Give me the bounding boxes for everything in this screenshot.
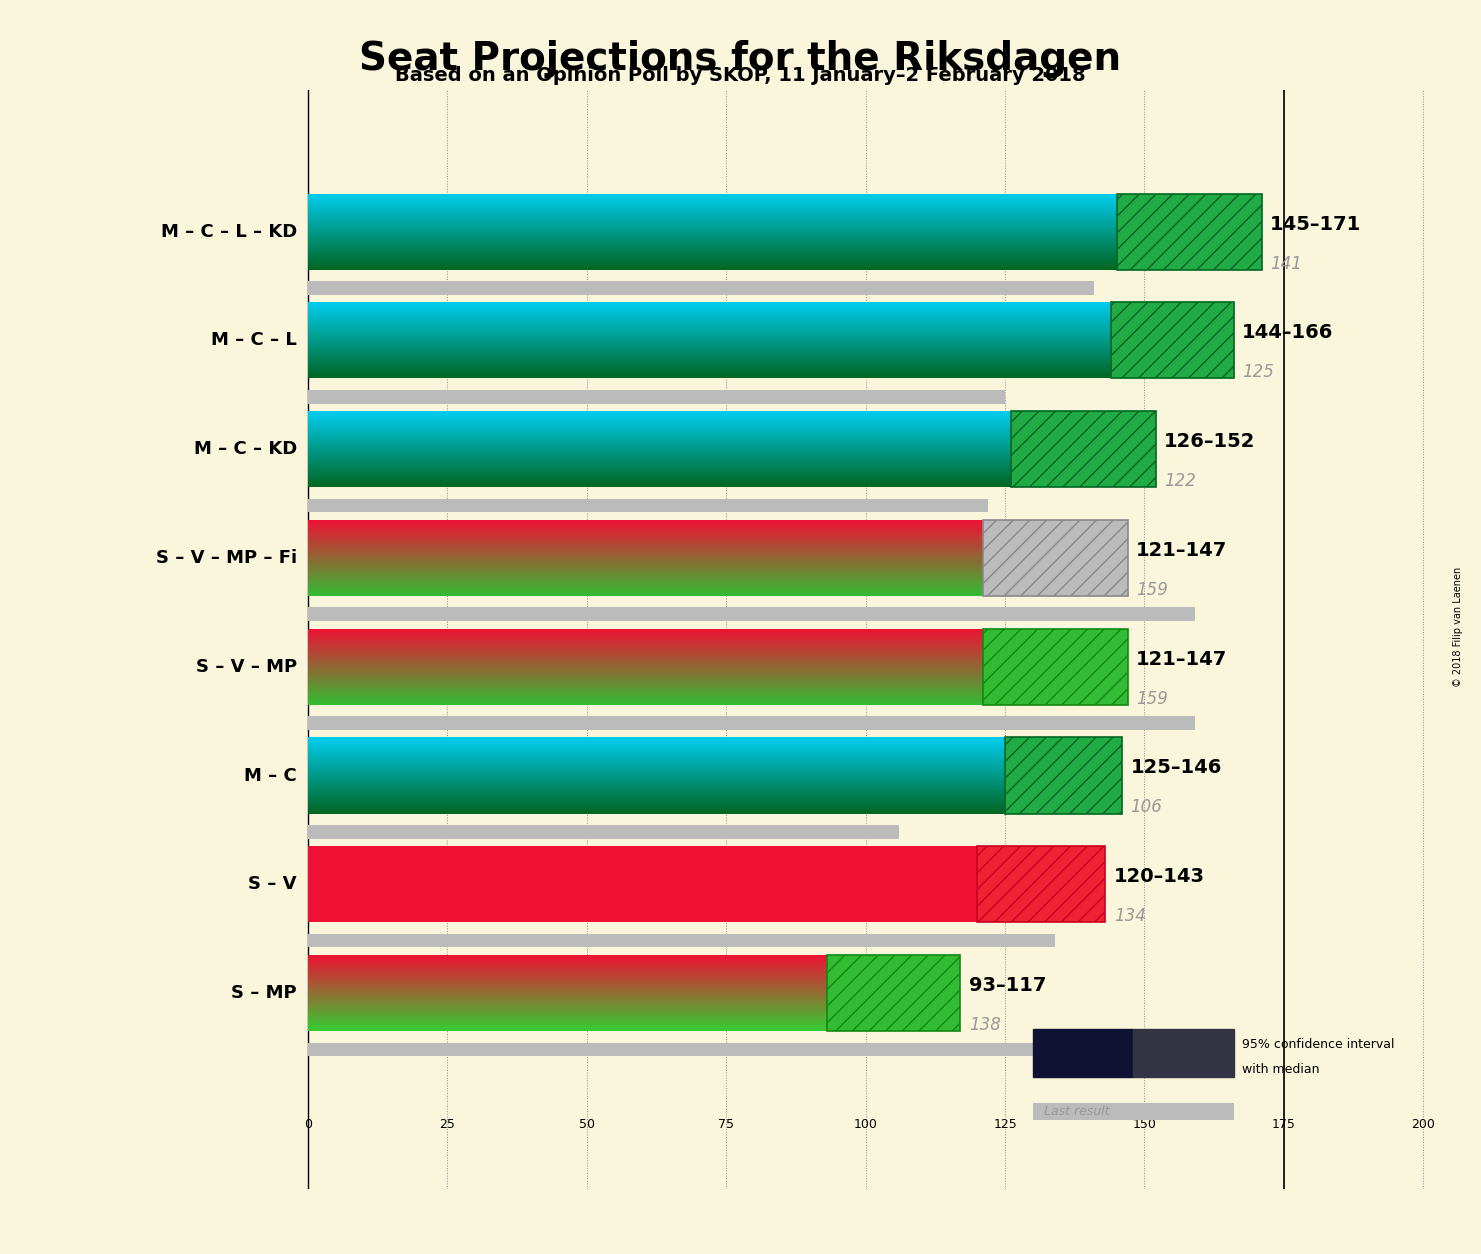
Text: M – C – KD: M – C – KD: [194, 440, 296, 458]
Text: 120–143: 120–143: [1114, 868, 1206, 887]
Text: 50: 50: [579, 1119, 595, 1131]
Text: 200: 200: [1411, 1119, 1435, 1131]
Text: 145–171: 145–171: [1269, 214, 1361, 233]
Text: 159: 159: [1136, 581, 1169, 599]
Text: M – C – L – KD: M – C – L – KD: [160, 223, 296, 241]
Text: 159: 159: [1136, 690, 1169, 707]
Text: 126–152: 126–152: [1164, 433, 1256, 451]
Text: 150: 150: [1133, 1119, 1157, 1131]
Bar: [1032, 1104, 1234, 1120]
Text: 134: 134: [1114, 907, 1146, 925]
Text: © 2018 Filip van Laenen: © 2018 Filip van Laenen: [1453, 567, 1463, 687]
Text: 122: 122: [1164, 473, 1195, 490]
Text: 25: 25: [440, 1119, 455, 1131]
Text: Seat Projections for the Riksdagen: Seat Projections for the Riksdagen: [360, 40, 1121, 78]
Text: S – V – MP: S – V – MP: [195, 658, 296, 676]
Text: Based on an Opinion Poll by SKOP, 11 January–2 February 2018: Based on an Opinion Poll by SKOP, 11 Jan…: [395, 66, 1086, 85]
Bar: [1133, 1030, 1234, 1077]
Bar: [308, 390, 1006, 404]
Bar: [308, 825, 899, 839]
Text: 75: 75: [718, 1119, 735, 1131]
Bar: [1032, 1030, 1133, 1077]
Text: 121–147: 121–147: [1136, 650, 1228, 668]
Bar: [308, 281, 1094, 295]
Text: M – C – L: M – C – L: [212, 331, 296, 350]
Text: with median: with median: [1243, 1062, 1320, 1076]
Text: 138: 138: [969, 1016, 1001, 1035]
Text: 95% confidence interval: 95% confidence interval: [1243, 1037, 1395, 1051]
Bar: [983, 520, 1127, 596]
Text: 125: 125: [994, 1119, 1017, 1131]
Bar: [983, 628, 1127, 705]
Text: S – V – MP – Fi: S – V – MP – Fi: [156, 549, 296, 567]
Bar: [308, 607, 1195, 621]
Text: 100: 100: [853, 1119, 878, 1131]
Bar: [308, 499, 988, 513]
Text: 144–166: 144–166: [1243, 324, 1333, 342]
Text: S – MP: S – MP: [231, 984, 296, 1002]
Text: S – V: S – V: [249, 875, 296, 893]
Bar: [1117, 193, 1262, 270]
Text: 125: 125: [1243, 364, 1274, 381]
Text: 175: 175: [1272, 1119, 1296, 1131]
Text: 93–117: 93–117: [969, 976, 1046, 994]
Text: 0: 0: [304, 1119, 312, 1131]
Bar: [308, 1042, 1078, 1056]
Bar: [1006, 737, 1123, 814]
Text: 106: 106: [1130, 799, 1163, 816]
Text: M – C: M – C: [244, 766, 296, 785]
Text: 121–147: 121–147: [1136, 540, 1228, 559]
Bar: [1010, 411, 1155, 488]
Bar: [826, 956, 961, 1031]
Text: 125–146: 125–146: [1130, 759, 1222, 777]
Bar: [308, 934, 1056, 948]
Text: Last result: Last result: [1044, 1105, 1109, 1117]
Text: 141: 141: [1269, 255, 1302, 272]
Bar: [977, 846, 1105, 923]
Bar: [308, 716, 1195, 730]
Bar: [1111, 302, 1234, 379]
